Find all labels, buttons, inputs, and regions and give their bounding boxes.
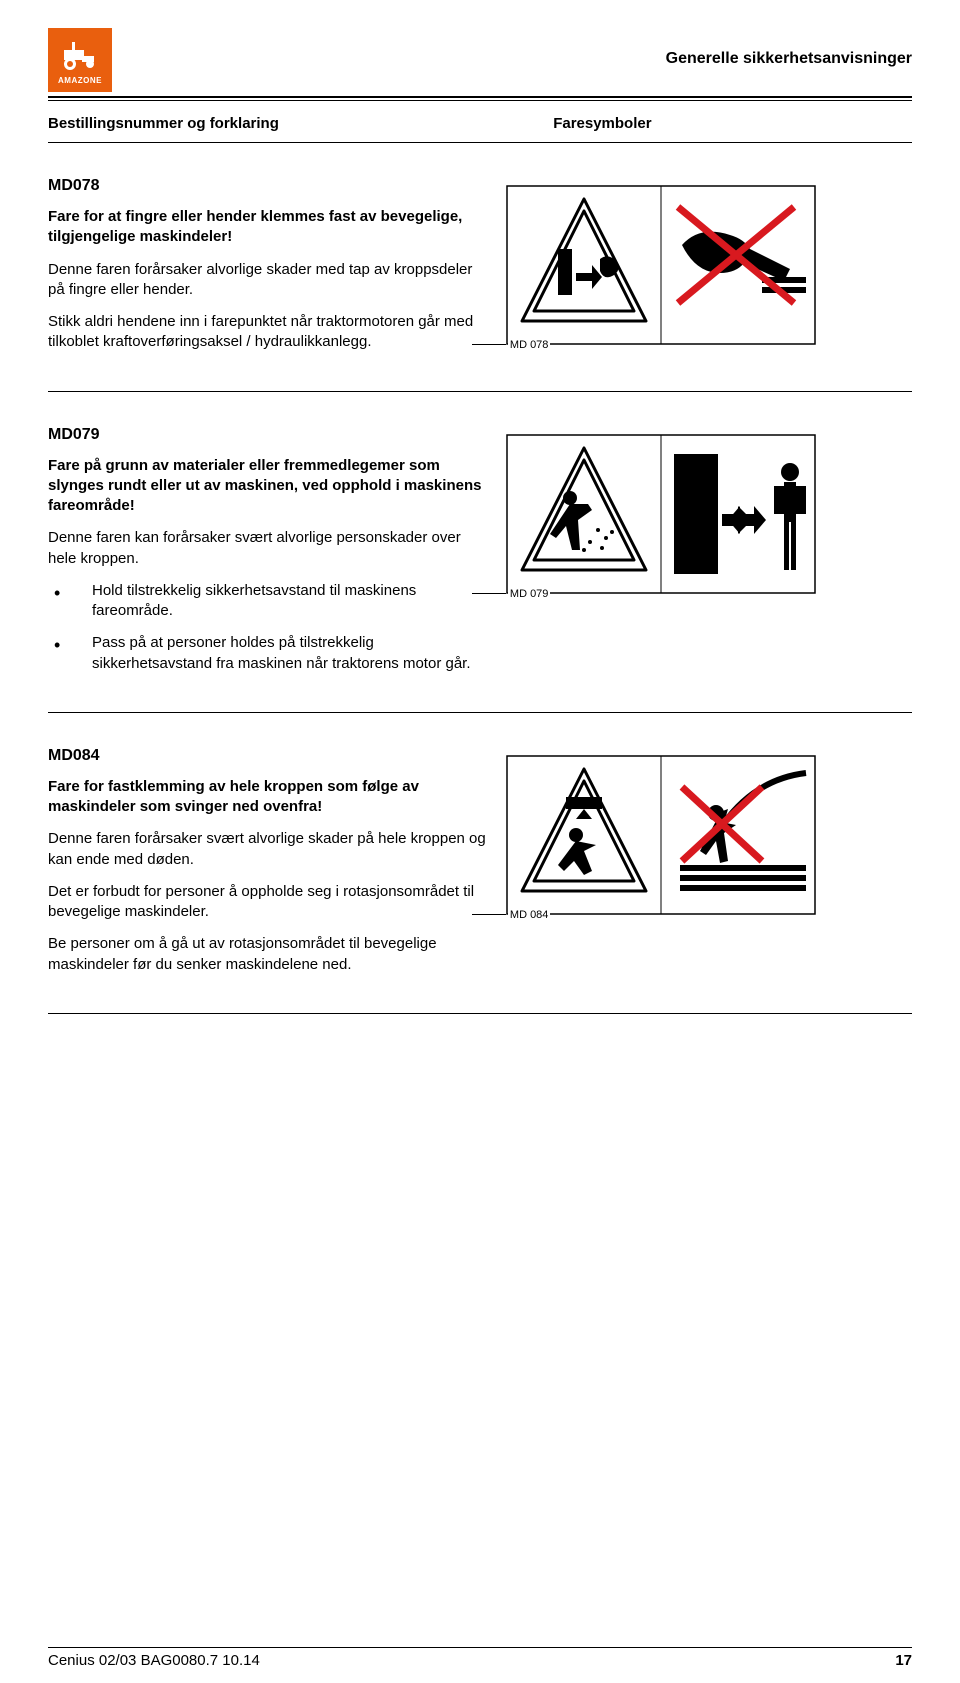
hazard-symbol-md084: MD 084 [506,755,816,919]
hazard-bullet: Pass på at personer holdes på tilstrekke… [48,633,486,674]
column-header-left: Bestillingsnummer og forklaring [48,115,523,132]
section-divider [48,391,912,392]
hazard-symbol-md079: MD 079 [506,434,816,598]
hazard-paragraph: Stikk aldri hendene inn i farepunktet nå… [48,312,486,353]
footer-divider [48,1647,912,1648]
footer-page-number: 17 [895,1652,912,1669]
symbol-label: MD 078 [508,339,551,351]
symbol-label: MD 079 [508,588,551,600]
hazard-paragraph: Denne faren forårsaker svært alvorlige s… [48,829,486,870]
header-divider [48,96,912,101]
column-header-divider [48,142,912,143]
section-divider [48,1013,912,1014]
footer-doc-id: Cenius 02/03 BAG0080.7 10.14 [48,1652,260,1669]
tractor-logo-icon [58,36,102,74]
hazard-paragraph: Be personer om å gå ut av rotasjonsområd… [48,934,486,975]
section-divider [48,712,912,713]
hazard-paragraph: Denne faren forårsaker alvorlige skader … [48,260,486,301]
page-category-title: Generelle sikkerhetsanvisninger [666,28,912,68]
hazard-paragraph: Denne faren kan forårsaker svært alvorli… [48,528,486,569]
brand-name: AMAZONE [58,76,102,85]
brand-logo: AMAZONE [48,28,112,92]
column-header-right: Faresymboler [523,115,912,132]
hazard-symbol-md078: MD 078 [506,185,816,349]
hazard-bullet: Hold tilstrekkelig sikkerhetsavstand til… [48,581,486,622]
hazard-title: Fare for fastklemming av hele kroppen so… [48,777,486,818]
hazard-code: MD079 [48,426,486,444]
hazard-paragraph: Det er forbudt for personer å oppholde s… [48,882,486,923]
hazard-title: Fare for at fingre eller hender klemmes … [48,207,486,248]
hazard-code: MD078 [48,177,486,195]
symbol-label: MD 084 [508,909,551,921]
hazard-code: MD084 [48,747,486,765]
hazard-title: Fare på grunn av materialer eller fremme… [48,456,486,517]
